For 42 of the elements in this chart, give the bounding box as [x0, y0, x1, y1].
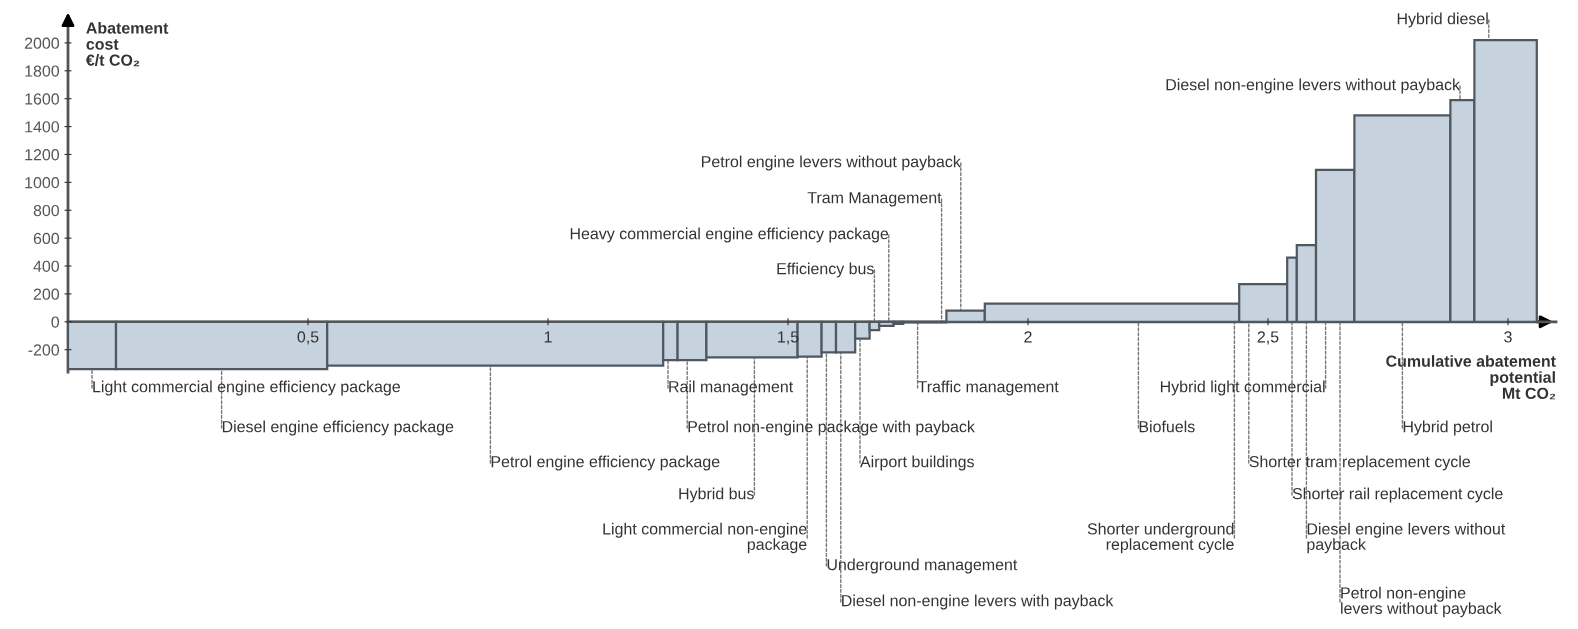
annotation: Diesel non-engine levers with payback — [842, 594, 1114, 610]
annotation: Shorter tram replacement cycle — [1249, 455, 1471, 471]
annotation: Shorter rail replacement cycle — [1292, 487, 1503, 503]
y-tick-label: -200 — [28, 344, 60, 356]
y-tick-label: 2000 — [24, 37, 60, 49]
annotation: Petrol non-engine levers without payback — [1341, 586, 1502, 618]
x-axis-title: Cumulative abatement potential Mt CO₂ — [1386, 355, 1556, 400]
annotation: Efficiency bus — [777, 262, 874, 278]
annotation: Hybrid petrol — [1403, 420, 1492, 436]
annotation: Petrol engine efficiency package — [491, 455, 720, 471]
y-tick-label: 600 — [33, 232, 60, 245]
annotation: Rail management — [669, 380, 794, 396]
y-tick-label: 1600 — [25, 93, 60, 105]
annotation: Diesel engine levers without payback — [1307, 522, 1506, 554]
x-tick-label: 3 — [1504, 331, 1512, 343]
annotation: Diesel non-engine levers without payback — [1166, 78, 1461, 94]
y-tick-label: 200 — [33, 288, 60, 300]
y-tick-label: 1200 — [25, 149, 60, 161]
annotation: Underground management — [827, 558, 1018, 574]
x-tick-label: 2,5 — [1257, 331, 1279, 345]
annotation: Tram Management — [807, 192, 942, 207]
annotation: Heavy commercial engine efficiency package — [570, 227, 889, 243]
annotation: Airport buildings — [860, 455, 974, 471]
annotation: Diesel engine efficiency package — [222, 420, 454, 436]
y-tick-label: 1400 — [25, 121, 60, 133]
x-tick-label: 2 — [1024, 331, 1032, 343]
annotation: Biofuels — [1139, 420, 1195, 433]
annotation: Petrol engine levers without payback — [701, 155, 961, 171]
y-tick-label: 1800 — [25, 65, 60, 77]
annotation: Shorter underground replacement cycle — [1087, 522, 1234, 554]
y-tick-label: 1000 — [25, 176, 60, 189]
y-axis-title: Abatement cost €/t CO₂ — [85, 22, 169, 67]
annotation: Light commercial engine efficiency package — [93, 380, 400, 396]
annotation: Light commercial non-engine package — [603, 522, 807, 554]
annotation: Hybrid diesel — [1397, 12, 1488, 28]
annotation: Hybrid bus — [679, 487, 754, 503]
y-tick-label: 400 — [33, 260, 60, 272]
annotation: Traffic management — [917, 380, 1059, 396]
x-tick-label: 0,5 — [297, 331, 319, 345]
y-tick-label: 800 — [33, 204, 60, 217]
y-tick-label: 0 — [51, 316, 60, 328]
x-tick-label: 1 — [544, 331, 552, 343]
